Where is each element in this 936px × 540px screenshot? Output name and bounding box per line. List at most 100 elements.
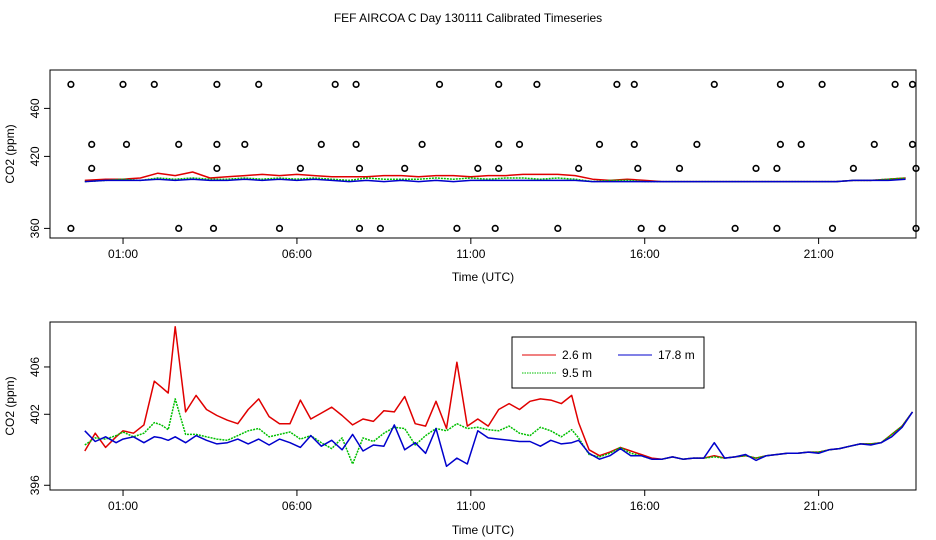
top-scatter-point — [773, 164, 781, 172]
bottom-y-axis-label: CO2 (ppm) — [3, 376, 17, 435]
top-scatter-point — [797, 140, 805, 148]
top-scatter-point — [150, 80, 158, 88]
bottom-x-tick-label-3: 16:00 — [630, 499, 660, 513]
top-y-axis-label: CO2 (ppm) — [3, 124, 17, 183]
legend-label-17-8m: 17.8 m — [658, 348, 695, 362]
top-scatter-point — [710, 80, 718, 88]
top-scatter-point — [634, 164, 642, 172]
top-scatter-point — [912, 164, 920, 172]
top-x-axis-label: Time (UTC) — [452, 270, 514, 284]
top-scatter-point — [630, 80, 638, 88]
top-scatter-point — [331, 80, 339, 88]
top-scatter-point — [533, 80, 541, 88]
top-chart-panel: 01:00 06:00 11:00 16:00 21:00 360 420 460 Time … — [3, 69, 920, 284]
top-scatter-point — [849, 164, 858, 172]
top-scatter-point — [474, 164, 482, 172]
top-x-tick-label-1: 06:00 — [282, 247, 312, 261]
top-scatter-point — [352, 80, 360, 88]
bottom-y-tick-label-2: 406 — [28, 357, 42, 377]
top-scatter-point — [554, 224, 562, 232]
top-scatter-point — [658, 224, 666, 232]
bottom-chart-series — [84, 325, 914, 468]
top-scatter-point — [67, 224, 75, 232]
top-series-17-8-m — [84, 178, 906, 183]
top-scatter-point — [752, 164, 760, 172]
top-scatter-point — [453, 224, 461, 232]
top-scatter-point — [88, 140, 96, 148]
bottom-series-9-5-m — [84, 398, 914, 465]
top-x-tick-label-4: 21:00 — [804, 247, 834, 261]
top-scatter-point — [495, 140, 503, 148]
top-scatter-point — [776, 80, 785, 88]
top-scatter-point — [515, 140, 524, 148]
top-scatter-point — [818, 80, 826, 88]
top-x-tick-label-0: 01:00 — [108, 247, 138, 261]
top-scatter-point — [209, 224, 218, 232]
bottom-x-axis-label: Time (UTC) — [452, 523, 514, 537]
top-y-tick-label-1: 420 — [28, 146, 42, 166]
top-scatter-point — [255, 80, 263, 88]
top-scatter-point — [595, 140, 604, 148]
top-plot-box — [49, 69, 917, 239]
top-chart-series — [84, 171, 906, 183]
bottom-y-tick-label-1: 402 — [28, 404, 42, 424]
top-scatter-point — [435, 80, 444, 88]
top-scatter-point — [675, 164, 684, 172]
top-scatter-point — [908, 140, 917, 148]
legend-label-2-6m: 2.6 m — [562, 348, 592, 362]
bottom-y-tick-label-0: 396 — [28, 475, 42, 495]
bottom-series-17-8-m — [84, 411, 914, 468]
top-scatter-point — [88, 164, 96, 172]
bottom-chart-panel: 01:00 06:00 11:00 16:00 21:00 396 402 406 Time … — [3, 321, 917, 537]
top-chart-axes: 01:00 06:00 11:00 16:00 21:00 360 420 460 — [28, 98, 834, 261]
bottom-plot-box — [49, 321, 917, 491]
top-scatter-point — [912, 224, 920, 232]
top-y-tick-label-0: 360 — [28, 218, 42, 238]
top-scatter-point — [213, 164, 221, 172]
top-scatter-point — [275, 224, 284, 232]
bottom-x-tick-label-0: 01:00 — [108, 499, 138, 513]
top-scatter-point — [870, 140, 878, 148]
top-scatter-point — [355, 164, 364, 172]
top-scatter-point — [213, 80, 221, 88]
bottom-x-tick-label-2: 11:00 — [456, 499, 485, 513]
top-scatter-point — [175, 140, 183, 148]
top-scatter-point — [495, 164, 503, 172]
top-scatter-point — [495, 80, 503, 88]
top-scatter-point — [776, 140, 785, 148]
top-scatter-point — [574, 164, 583, 172]
top-scatter-point — [637, 224, 645, 232]
bottom-x-tick-label-1: 06:00 — [282, 499, 312, 513]
top-x-tick-label-2: 11:00 — [456, 247, 485, 261]
top-scatter-point — [119, 80, 127, 88]
legend-box — [511, 336, 705, 389]
top-scatter-point — [731, 224, 739, 232]
top-scatter-point — [296, 164, 305, 172]
top-scatter-point — [401, 164, 409, 172]
top-scatter-point — [418, 140, 426, 148]
top-scatter-point — [241, 140, 249, 148]
top-scatter-point — [317, 140, 325, 148]
top-scatter-point — [352, 140, 360, 148]
top-scatter-point — [491, 224, 499, 232]
top-x-tick-label-3: 16:00 — [630, 247, 660, 261]
top-scatter-point — [891, 80, 899, 88]
top-scatter-point — [908, 80, 917, 88]
top-scatter-point — [67, 80, 75, 88]
top-scatter-point — [175, 224, 183, 232]
top-scatter-point — [376, 224, 385, 232]
figure-title: FEF AIRCOA C Day 130111 Calibrated Times… — [334, 11, 602, 25]
top-scatter-point — [355, 224, 364, 232]
legend: 2.6 m 9.5 m 17.8 m — [511, 336, 705, 389]
top-scatter-point — [613, 80, 621, 88]
top-scatter-point — [693, 140, 701, 148]
top-y-tick-label-2: 460 — [28, 98, 42, 118]
top-scatter-point — [630, 140, 638, 148]
top-scatter-point — [122, 140, 131, 148]
top-chart-points — [67, 80, 920, 232]
bottom-chart-axes: 01:00 06:00 11:00 16:00 21:00 396 402 406 — [28, 357, 834, 513]
bottom-x-tick-label-4: 21:00 — [804, 499, 834, 513]
top-scatter-point — [828, 224, 837, 232]
legend-label-9-5m: 9.5 m — [562, 366, 592, 380]
